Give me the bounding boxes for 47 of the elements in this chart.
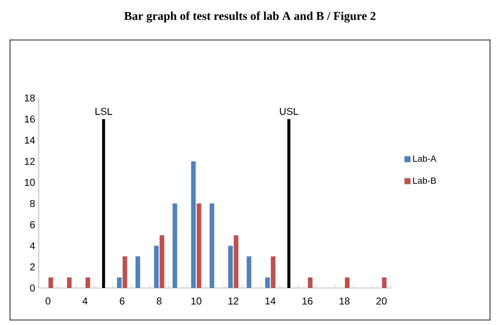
chart-title: Bar graph of test results of lab A and B / Figure 2: [124, 11, 376, 23]
y-tick-label: 14: [24, 136, 35, 144]
annotation: USL: [280, 108, 298, 115]
bar: [287, 119, 290, 288]
bar: [234, 235, 238, 288]
bar: [160, 235, 164, 288]
y-tick-label: 2: [30, 263, 35, 270]
bar: [154, 246, 159, 288]
x-tick-label: 4: [82, 298, 88, 304]
bar: [122, 256, 128, 288]
x-tick-label: 6: [120, 298, 124, 305]
bar: [172, 204, 178, 288]
x-tick-label: 16: [302, 298, 312, 305]
legend-label: Lab-B: [413, 177, 436, 184]
legend-label: Lab-A: [413, 155, 436, 162]
y-tick-label: 4: [30, 242, 35, 250]
bar: [102, 119, 106, 288]
x-tick-label: 12: [228, 298, 238, 304]
y-tick-label: 10: [24, 178, 35, 186]
bar: [196, 204, 202, 288]
y-tick-label: 12: [24, 158, 35, 165]
bar: [191, 161, 196, 288]
y-tick-label: 6: [30, 221, 35, 228]
bar: [86, 277, 90, 288]
bar: [210, 204, 214, 288]
x-tick-label: 20: [376, 298, 387, 305]
y-tick-label: 16: [24, 116, 35, 123]
x-tick-label: 0: [46, 298, 50, 305]
y-tick-label: 0: [30, 284, 35, 292]
bar: [344, 277, 350, 288]
y-tick-label: 18: [24, 94, 35, 102]
bar: [136, 256, 140, 288]
bar: [228, 246, 233, 288]
x-tick-label: 8: [156, 298, 162, 305]
annotation: LSL: [96, 108, 112, 115]
bar: [117, 277, 122, 288]
bar: [48, 277, 54, 288]
bar: [382, 277, 387, 288]
bar: [308, 277, 312, 288]
x-tick-label: 18: [340, 298, 350, 305]
bar: [270, 256, 276, 288]
y-tick-label: 8: [30, 200, 35, 208]
bar: [67, 277, 72, 288]
bar: [246, 256, 252, 288]
bar: [265, 277, 270, 288]
x-tick-label: 14: [266, 298, 276, 304]
x-tick-label: 10: [191, 298, 202, 305]
